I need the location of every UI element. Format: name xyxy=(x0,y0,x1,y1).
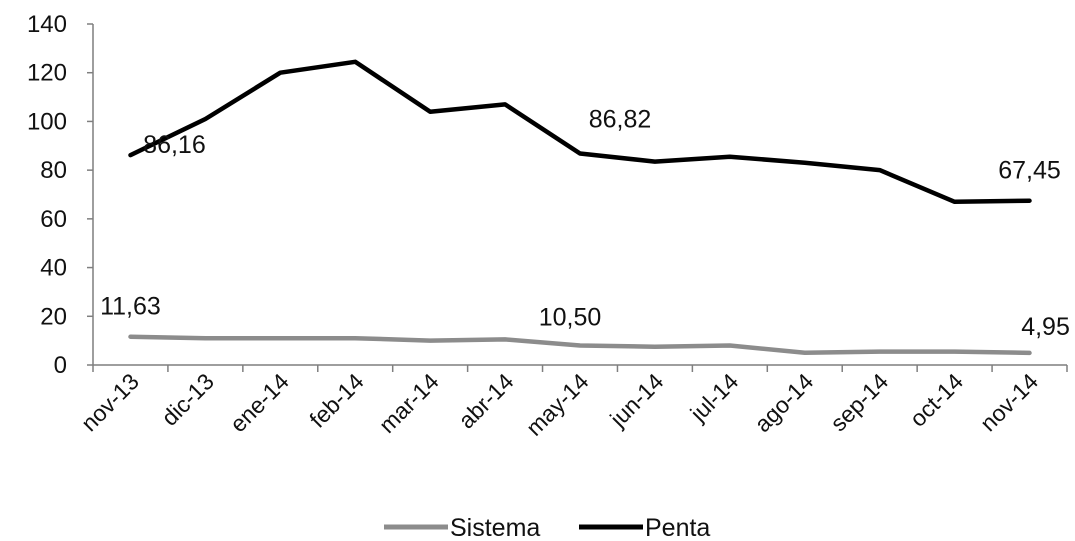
x-tick-label: ago-14 xyxy=(749,368,818,437)
x-tick-label: jun-14 xyxy=(604,368,668,432)
x-tick-label: feb-14 xyxy=(304,368,369,433)
x-tick-label: may-14 xyxy=(521,368,594,441)
x-tick-label: dic-13 xyxy=(156,368,219,431)
data-labels: 86,16 86,82 67,45 11,63 10,50 4,95 xyxy=(100,106,1070,341)
data-label: 11,63 xyxy=(100,293,161,321)
x-tick-label: mar-14 xyxy=(374,368,444,438)
x-tick-label: abr-14 xyxy=(453,368,519,434)
x-tick-label: jul-14 xyxy=(685,368,744,427)
y-tick-label: 60 xyxy=(40,206,67,233)
x-tick-label: nov-13 xyxy=(76,368,144,436)
chart-axes: 0 20 40 60 80 100 120 140 nov-13 dic-13 ene-14 feb-… xyxy=(27,11,1068,441)
data-label: 4,95 xyxy=(1021,313,1070,341)
series-line-penta xyxy=(128,59,1032,205)
data-label: 86,82 xyxy=(589,106,652,134)
y-tick-label: 100 xyxy=(27,108,67,135)
legend: Sistema Penta xyxy=(384,514,710,541)
series-lines xyxy=(128,59,1032,356)
x-tick-label: ene-14 xyxy=(225,368,294,437)
y-tick-label: 120 xyxy=(27,60,67,87)
data-label: 10,50 xyxy=(539,304,602,332)
legend-label-penta: Penta xyxy=(645,514,710,541)
data-label: 67,45 xyxy=(998,157,1061,185)
x-tick-label: sep-14 xyxy=(825,368,893,436)
y-tick-label: 0 xyxy=(54,352,67,379)
series-line-sistema xyxy=(128,334,1032,356)
y-tick-label: 140 xyxy=(27,11,67,38)
y-tick-label: 80 xyxy=(40,157,67,184)
y-tick-label: 20 xyxy=(40,303,67,330)
x-tick-label: nov-14 xyxy=(975,368,1043,436)
legend-label-sistema: Sistema xyxy=(450,514,540,541)
x-tick-label: oct-14 xyxy=(905,368,969,432)
data-label: 86,16 xyxy=(143,131,206,159)
y-tick-label: 40 xyxy=(40,255,67,282)
